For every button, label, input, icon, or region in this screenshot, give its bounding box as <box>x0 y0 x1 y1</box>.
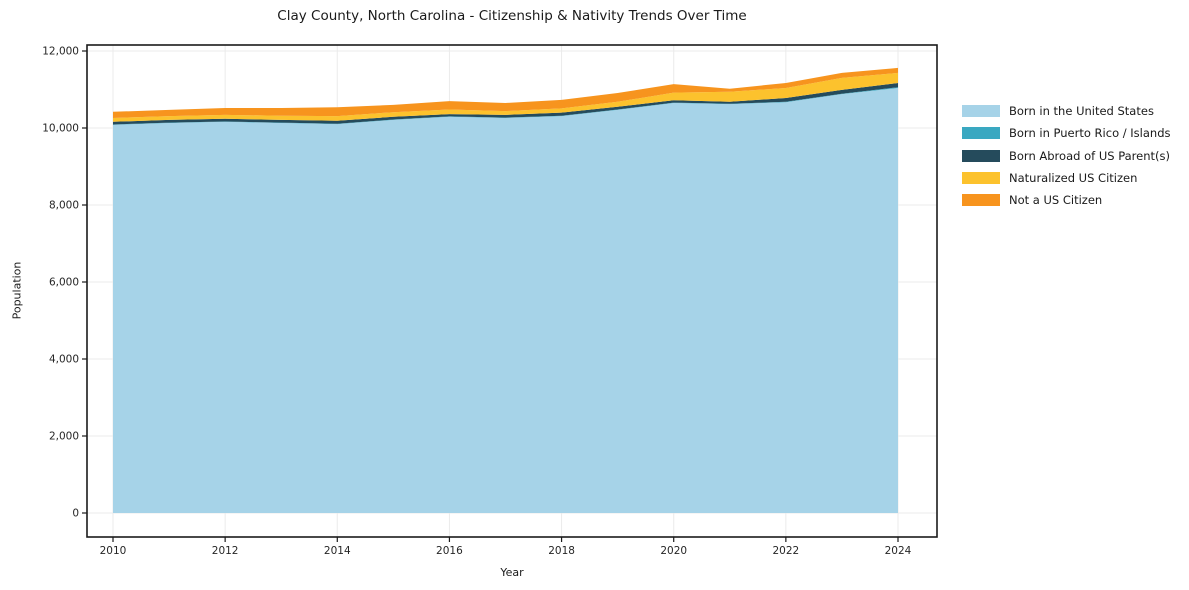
x-tick-label: 2024 <box>885 545 912 557</box>
x-tick-label: 2010 <box>100 545 127 557</box>
area-series <box>113 67 898 118</box>
x-tick-label: 2016 <box>436 545 463 557</box>
legend-label: Naturalized US Citizen <box>1009 171 1138 186</box>
legend-label: Not a US Citizen <box>1009 193 1103 208</box>
y-tick-label: 2,000 <box>49 431 79 443</box>
x-tick-label: 2020 <box>660 545 687 557</box>
y-tick-label: 0 <box>72 508 79 520</box>
legend-swatch <box>962 149 1000 162</box>
legend-label: Born in the United States <box>1009 104 1154 119</box>
x-tick-label: 2014 <box>324 545 351 557</box>
legend: Born in the United States Born in Puerto … <box>962 100 1171 211</box>
y-axis-label: Population <box>10 261 24 320</box>
legend-item: Born in Puerto Rico / Islands <box>962 122 1171 144</box>
x-tick-label: 2012 <box>212 545 239 557</box>
legend-swatch <box>962 127 1000 140</box>
y-tick-label: 10,000 <box>42 123 79 135</box>
y-tick-label: 12,000 <box>42 46 79 58</box>
legend-item: Born in the United States <box>962 100 1171 122</box>
chart-title: Clay County, North Carolina - Citizenshi… <box>277 8 747 24</box>
legend-item: Not a US Citizen <box>962 189 1171 211</box>
legend-label: Born Abroad of US Parent(s) <box>1009 148 1170 163</box>
legend-swatch <box>962 194 1000 207</box>
legend-swatch <box>962 172 1000 185</box>
x-tick-label: 2018 <box>548 545 575 557</box>
y-tick-label: 4,000 <box>49 354 79 366</box>
legend-item: Born Abroad of US Parent(s) <box>962 145 1171 167</box>
area-series <box>113 88 898 513</box>
y-tick-label: 6,000 <box>49 277 79 289</box>
x-tick-label: 2022 <box>772 545 799 557</box>
legend-item: Naturalized US Citizen <box>962 167 1171 189</box>
x-axis-label: Year <box>500 566 524 579</box>
axes-border <box>86 44 938 538</box>
area-series <box>113 72 898 122</box>
y-tick-label: 8,000 <box>49 200 79 212</box>
legend-swatch <box>962 105 1000 118</box>
legend-label: Born in Puerto Rico / Islands <box>1009 126 1171 141</box>
area-series <box>113 83 898 125</box>
